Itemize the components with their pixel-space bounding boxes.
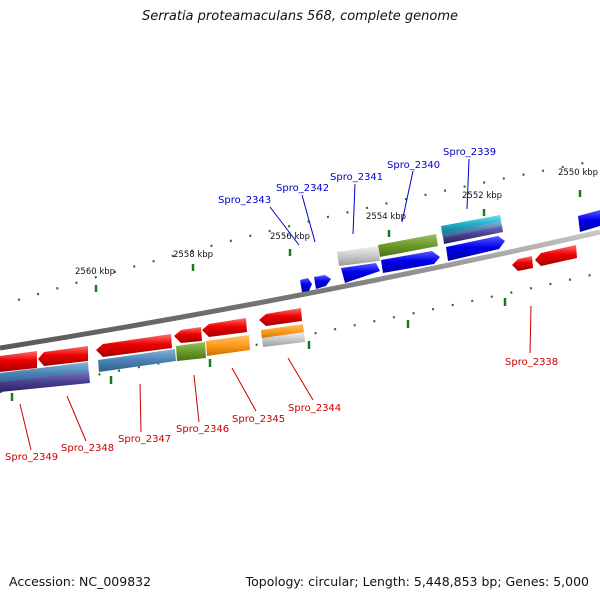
gene-arrow-reverse[interactable] — [512, 256, 533, 271]
kbp-label: 2558 kbp — [173, 250, 213, 260]
gene-label-spro-2341[interactable]: Spro_2341 — [330, 172, 383, 183]
gene-arrow-reverse[interactable] — [535, 245, 577, 266]
gene-box-purple[interactable] — [0, 372, 90, 392]
gene-arrow-forward[interactable] — [314, 275, 331, 289]
kbp-label: 2556 kbp — [270, 232, 310, 242]
gene-box-steel[interactable] — [442, 221, 502, 238]
gene-arrow-reverse[interactable] — [0, 351, 37, 372]
gene-box-purple[interactable] — [443, 225, 503, 244]
genome-summary-text: Topology: circular; Length: 5,448,853 bp… — [245, 574, 589, 589]
kbp-label: 2552 kbp — [462, 191, 502, 201]
gene-arrow-reverse[interactable] — [38, 346, 88, 366]
forward-tick-ring — [17, 158, 600, 302]
forward-gene-labels — [269, 158, 470, 246]
gene-arrow-reverse[interactable] — [96, 334, 172, 357]
gene-arrow-forward[interactable] — [300, 278, 312, 292]
gene-box-orange[interactable] — [261, 324, 304, 339]
gene-arrow-forward[interactable] — [578, 210, 600, 232]
forward-gene-track — [300, 210, 600, 292]
kbp-label: 2554 kbp — [366, 212, 406, 222]
major-ticks — [10, 190, 582, 401]
map-title: Serratia proteamaculans 568, complete ge… — [141, 9, 459, 24]
gene-label-spro-2339[interactable]: Spro_2339 — [443, 147, 496, 158]
gene-box-gray[interactable] — [337, 246, 380, 266]
gene-arrow-reverse[interactable] — [259, 308, 302, 326]
gene-label-spro-2338[interactable]: Spro_2338 — [505, 357, 558, 368]
kbp-label: 2550 kbp — [558, 168, 598, 178]
gene-label-spro-2349[interactable]: Spro_2349 — [5, 452, 58, 463]
gene-label-spro-2347[interactable]: Spro_2347 — [118, 434, 171, 445]
gene-label-spro-2340[interactable]: Spro_2340 — [387, 160, 440, 171]
gene-box-olive[interactable] — [176, 342, 206, 361]
gene-arrow-forward[interactable] — [381, 251, 440, 273]
reverse-gene-labels — [19, 305, 532, 451]
gene-label-spro-2344[interactable]: Spro_2344 — [288, 403, 341, 414]
gene-arrow-reverse[interactable] — [174, 327, 202, 343]
gene-label-spro-2342[interactable]: Spro_2342 — [276, 183, 329, 194]
genome-backbone — [0, 229, 600, 351]
kbp-label: 2560 kbp — [75, 267, 115, 277]
gene-label-spro-2346[interactable]: Spro_2346 — [176, 424, 229, 435]
gene-box-steel[interactable] — [98, 349, 176, 372]
gene-label-spro-2345[interactable]: Spro_2345 — [232, 414, 285, 425]
gene-arrow-forward[interactable] — [341, 263, 380, 283]
gene-arrow-forward[interactable] — [446, 236, 505, 261]
gene-label-spro-2343[interactable]: Spro_2343 — [218, 195, 271, 206]
gene-box-steel[interactable] — [0, 362, 89, 385]
gene-box-olive[interactable] — [378, 234, 438, 257]
reverse-gene-track — [0, 245, 577, 392]
gene-box-orange[interactable] — [206, 335, 250, 356]
gene-box-cyan[interactable] — [441, 215, 501, 233]
gene-label-spro-2348[interactable]: Spro_2348 — [61, 443, 114, 454]
gene-box-gray[interactable] — [262, 332, 305, 347]
gene-arrow-reverse[interactable] — [202, 318, 247, 337]
accession-text: Accession: NC_009832 — [9, 574, 152, 589]
